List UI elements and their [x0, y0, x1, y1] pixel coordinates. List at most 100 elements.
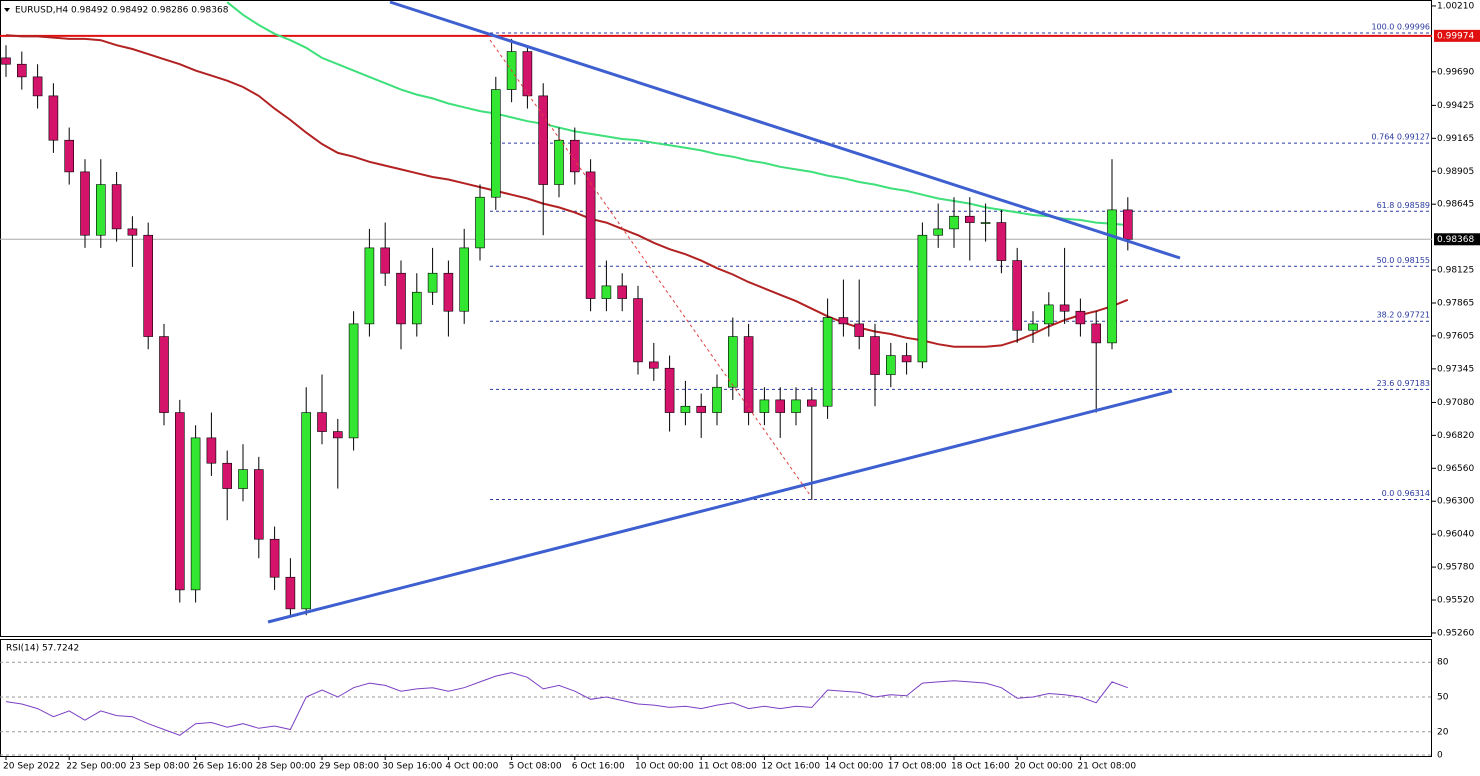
candle-body: [64, 139, 74, 173]
moving-average: [226, 1, 1128, 227]
candle-body: [143, 234, 153, 337]
candle-body: [427, 272, 438, 293]
candle-body: [254, 469, 264, 540]
candle-body: [1059, 304, 1070, 312]
candle-body: [633, 298, 643, 363]
candle-body: [885, 355, 896, 375]
y-tick-label: 0.96040: [1437, 530, 1474, 540]
rsi-line: [5, 672, 1128, 736]
candle-body: [1107, 209, 1117, 344]
candle-body: [1012, 260, 1023, 331]
x-tick-label: 17 Oct 08:00: [888, 762, 947, 772]
y-tick-label: 0.99690: [1437, 67, 1474, 77]
candle-body: [175, 412, 185, 591]
candle-body: [396, 272, 406, 325]
candle-body: [317, 412, 327, 432]
candle-body: [206, 437, 217, 464]
candle-body: [1, 57, 11, 65]
candle-body: [601, 285, 612, 299]
candle-body: [775, 399, 786, 413]
candle-body: [522, 51, 533, 97]
x-tick-label: 20 Oct 00:00: [1014, 762, 1073, 772]
candle-body: [791, 399, 801, 413]
candle-body: [554, 139, 564, 185]
candle-body: [538, 95, 549, 185]
y-tick-label: 0.98125: [1437, 266, 1474, 276]
candle-body: [16, 63, 27, 78]
y-tick-label: 0.96300: [1437, 497, 1474, 507]
rsi-tick-label: 20: [1437, 727, 1449, 737]
header: EURUSD,H4 0.98492 0.98492 0.98286 0.9836…: [15, 6, 229, 16]
main-frame: [0, 0, 1432, 637]
candle-body: [806, 399, 817, 407]
collapse-arrow: [4, 8, 10, 12]
candle-body: [585, 171, 596, 299]
y-tick-label: 0.96820: [1437, 431, 1474, 441]
candle-body: [1123, 209, 1133, 240]
candle-body: [696, 405, 707, 413]
candle-body: [901, 355, 912, 363]
candle-body: [459, 247, 470, 312]
price-tag-box: [1434, 233, 1480, 246]
y-tick-label: 0.97345: [1437, 364, 1474, 374]
x-tick-label: 30 Sep 16:00: [382, 762, 442, 772]
y-tick-label: 0.95520: [1437, 596, 1474, 606]
rsi-title: RSI(14) 57.7242: [6, 644, 79, 654]
candle-body: [664, 367, 675, 413]
y-tick-label: 0.97865: [1437, 298, 1474, 308]
candle-body: [727, 336, 738, 388]
candle-body: [127, 228, 138, 236]
candle-body: [996, 222, 1007, 261]
candle-body: [933, 228, 944, 236]
rsi-tick-label: 80: [1437, 658, 1449, 668]
candle-body: [917, 234, 928, 363]
x-tick-label: 14 Oct 00:00: [825, 762, 884, 772]
price-tag-box: [1434, 29, 1480, 42]
candle-body: [80, 171, 90, 236]
candle-body: [222, 462, 232, 489]
candle-body: [159, 336, 169, 413]
y-tick-label: 0.98645: [1437, 200, 1474, 210]
x-tick-label: 29 Sep 08:00: [319, 762, 379, 772]
candle-body: [364, 247, 375, 325]
candle-body: [411, 291, 422, 325]
candle-body: [32, 76, 43, 97]
candle-body: [301, 412, 312, 610]
candle-body: [96, 184, 106, 236]
candle-body: [490, 89, 501, 198]
fib-label: 100.0 0.99996: [1371, 23, 1430, 32]
candle-body: [380, 247, 391, 274]
rsi-tick-label: 50: [1437, 693, 1449, 703]
x-tick-label: 12 Oct 16:00: [761, 762, 820, 772]
fib-label: 61.8 0.98589: [1377, 201, 1430, 210]
candle-body: [1091, 323, 1101, 344]
fib-label: 38.2 0.97721: [1377, 311, 1430, 320]
trendline-upper: [389, 0, 1181, 260]
x-tick-label: 11 Oct 08:00: [698, 762, 757, 772]
rsi-tick-label: 0: [1437, 751, 1443, 761]
fib-label: 23.6 0.97183: [1377, 379, 1430, 388]
y-tick-label: 0.96560: [1437, 464, 1474, 474]
candle-body: [190, 437, 201, 591]
candle-body: [48, 95, 59, 141]
trendline-lower: [267, 389, 1173, 624]
moving-average: [5, 34, 1129, 348]
price-tag-label: 0.99974: [1437, 31, 1474, 41]
x-tick-label: 4 Oct 00:00: [445, 762, 498, 772]
x-tick-label: 6 Oct 16:00: [572, 762, 625, 772]
y-tick-label: 0.98905: [1437, 167, 1474, 177]
candle-body: [1044, 304, 1054, 325]
candle-body: [332, 431, 343, 439]
candle-body: [475, 196, 485, 249]
candle-body: [238, 469, 248, 489]
rsi-frame: [0, 639, 1432, 757]
candle-body: [838, 317, 849, 325]
candle-body: [964, 215, 975, 223]
candle-body: [348, 323, 359, 439]
fib-label: 0.0 0.96314: [1382, 489, 1430, 498]
y-tick-label: 0.95780: [1437, 563, 1474, 573]
candle-body: [759, 399, 770, 413]
candle-body: [949, 215, 959, 230]
